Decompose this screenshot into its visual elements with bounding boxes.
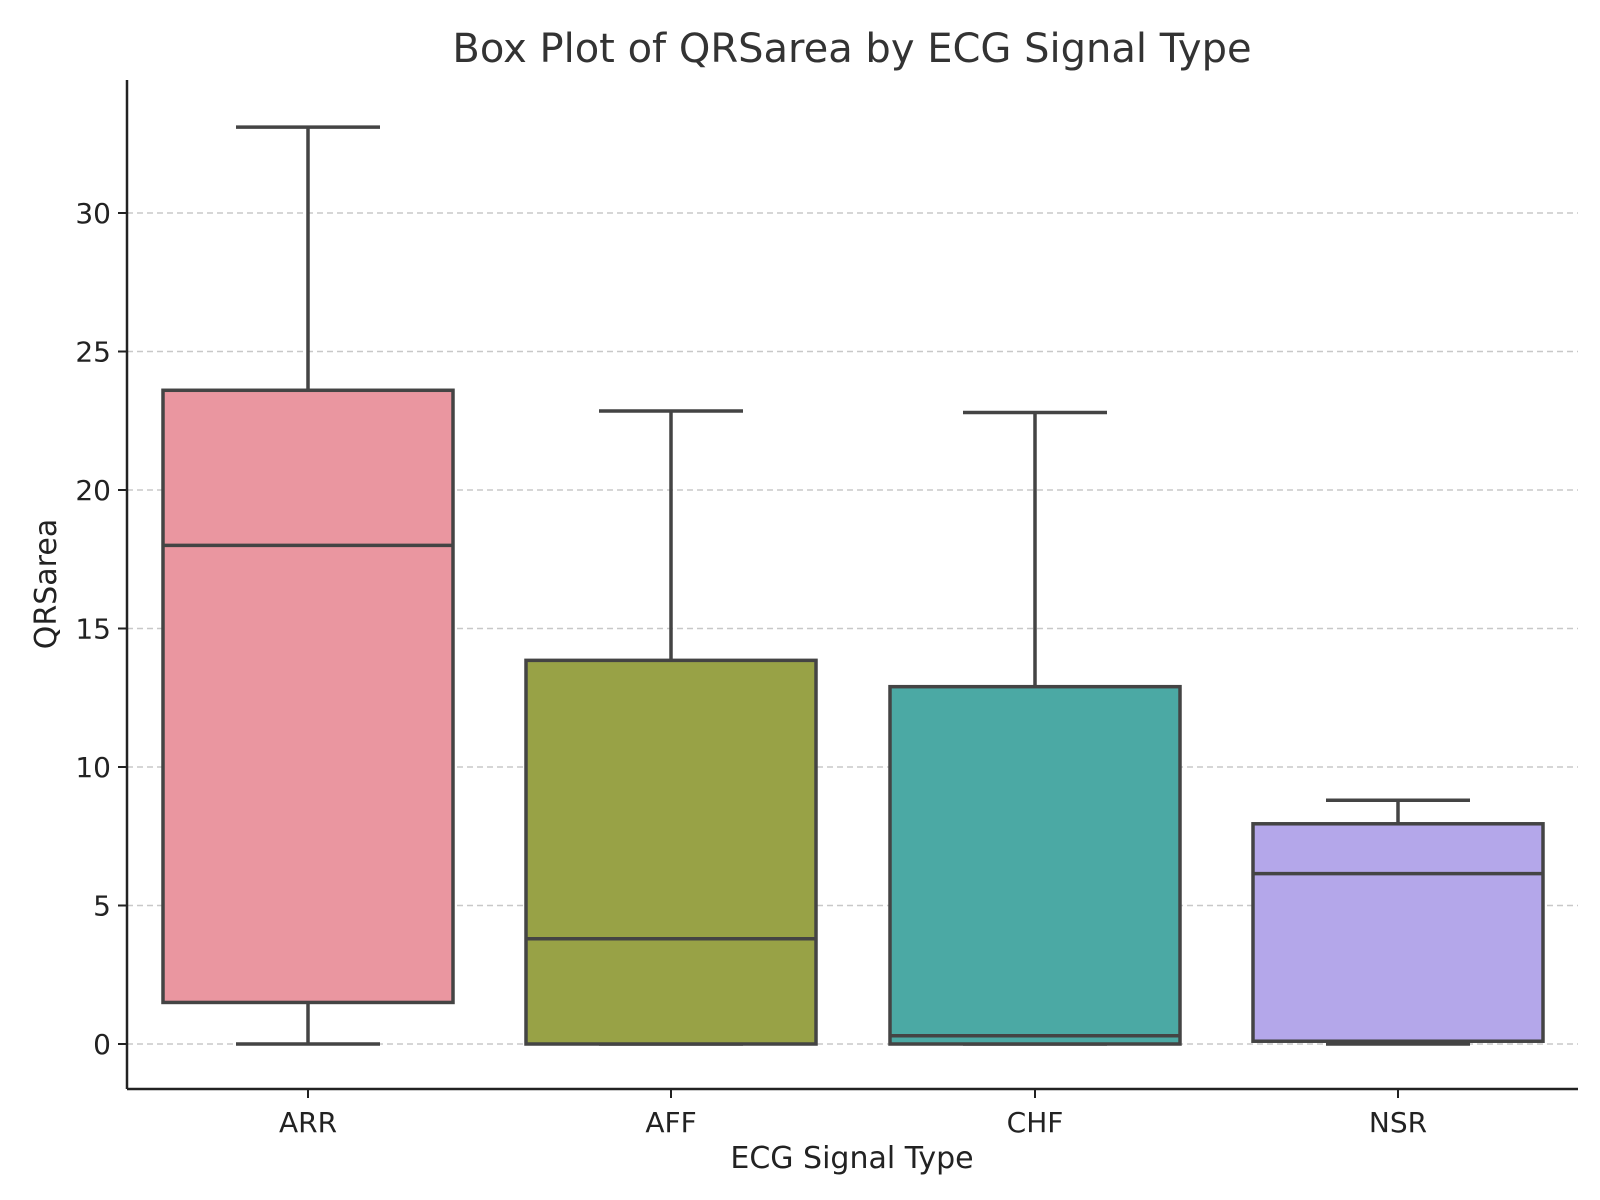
box-arr <box>161 125 455 1046</box>
x-tick-label: AFF <box>645 1106 696 1139</box>
x-ticks: ARR AFF CHF NSR <box>279 1089 1427 1139</box>
x-axis-label: ECG Signal Type <box>730 1141 973 1176</box>
iqr-box <box>524 658 818 1046</box>
chart-title: Box Plot of QRSarea by ECG Signal Type <box>452 26 1251 72</box>
x-tick-label: ARR <box>279 1106 337 1139</box>
iqr-box <box>161 388 455 1005</box>
iqr-box <box>888 684 1182 1046</box>
x-tick-label: NSR <box>1369 1106 1427 1139</box>
box-aff <box>524 409 818 1046</box>
axes <box>125 80 1578 1091</box>
boxes <box>161 125 1545 1046</box>
y-tick-label: 10 <box>75 751 111 784</box>
box-nsr <box>1251 798 1545 1046</box>
y-tick-label: 20 <box>75 474 111 507</box>
y-tick-label: 30 <box>75 197 111 230</box>
y-tick-label: 0 <box>93 1028 111 1061</box>
box-chf <box>888 410 1182 1046</box>
y-tick-label: 25 <box>75 336 111 369</box>
iqr-box <box>1251 822 1545 1043</box>
y-tick-label: 15 <box>75 613 111 646</box>
y-ticks: 0 5 10 15 20 25 30 <box>75 197 127 1061</box>
y-axis-label: QRSarea <box>29 519 64 649</box>
x-tick-label: CHF <box>1007 1106 1064 1139</box>
y-tick-label: 5 <box>93 890 111 923</box>
